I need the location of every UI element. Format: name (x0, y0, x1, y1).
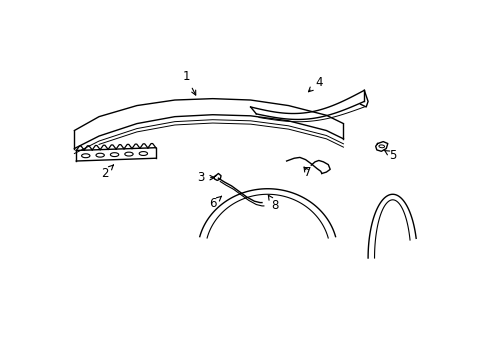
Text: 5: 5 (383, 149, 396, 162)
Text: 1: 1 (182, 70, 195, 95)
Text: 8: 8 (268, 195, 278, 212)
Text: 6: 6 (208, 196, 221, 211)
Text: 2: 2 (101, 165, 113, 180)
Text: 7: 7 (303, 166, 310, 179)
Text: 4: 4 (308, 76, 322, 92)
Text: 3: 3 (197, 171, 214, 184)
